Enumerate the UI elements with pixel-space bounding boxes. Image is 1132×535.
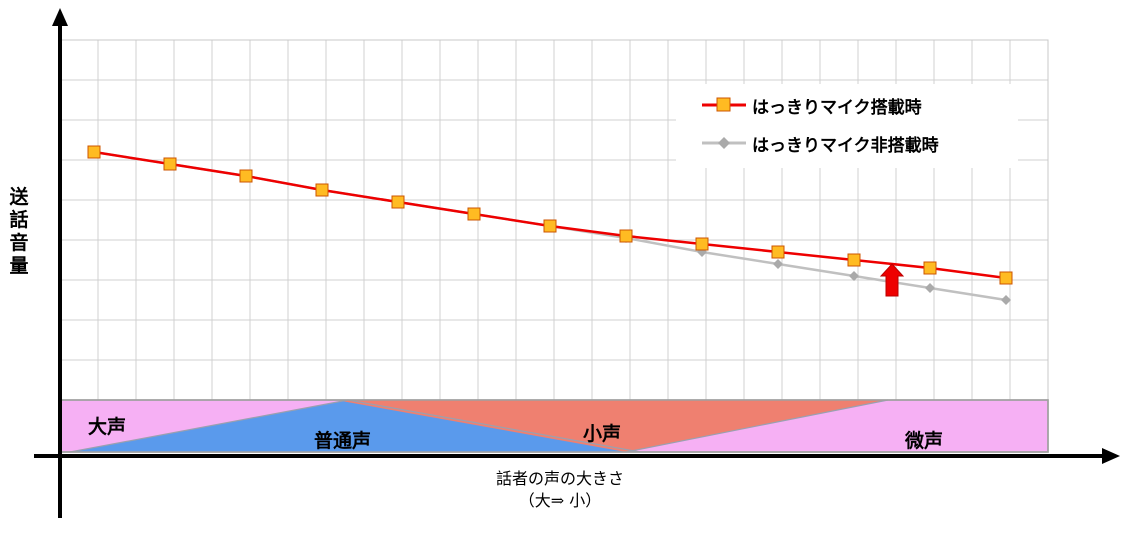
data-point-without-mic <box>925 283 935 293</box>
data-point-with-mic <box>695 237 709 251</box>
data-point-with-mic <box>771 245 785 259</box>
data-point-with-mic <box>619 229 633 243</box>
data-point-with-mic <box>847 253 861 267</box>
x-axis-label: 話者の声の大きさ （大⇒ 小） <box>440 468 680 512</box>
y-axis-label-char-4: 量 <box>9 255 29 277</box>
data-point-with-mic <box>315 183 329 197</box>
data-point-with-mic <box>163 157 177 171</box>
x-axis-arrow-icon <box>1102 448 1120 464</box>
data-point-with-mic <box>87 145 101 159</box>
data-point-with-mic <box>999 271 1013 285</box>
zone-edge <box>625 399 889 453</box>
zone-label-normal: 普通声 <box>314 430 372 452</box>
legend-item-with-mic: はっきりマイク搭載時 <box>702 92 922 118</box>
data-point-with-mic <box>467 207 481 221</box>
legend-label-with-mic: はっきりマイク搭載時 <box>752 97 922 118</box>
y-axis-label-char-2: 話 <box>9 209 29 231</box>
legend-label-without-mic: はっきりマイク非搭載時 <box>752 135 939 156</box>
legend-item-without-mic: はっきりマイク非搭載時 <box>702 130 939 156</box>
x-axis-label-sub: （大⇒ 小） <box>518 491 602 510</box>
zone-edge <box>347 399 641 453</box>
y-axis-arrow-icon <box>52 8 68 26</box>
zone-label-whisper: 微声 <box>905 430 944 452</box>
data-point-with-mic <box>239 169 253 183</box>
zone-band-normal <box>70 400 640 452</box>
legend: はっきりマイク搭載時 はっきりマイク非搭載時 <box>676 84 1018 168</box>
data-point-without-mic <box>773 259 783 269</box>
legend-swatch-with-mic <box>702 97 746 112</box>
zone-label-loud: 大声 <box>88 416 127 438</box>
data-point-without-mic <box>1001 295 1011 305</box>
improvement-arrow-icon <box>879 263 905 297</box>
y-axis-label-char-3: 音 <box>9 232 29 254</box>
data-point-with-mic <box>391 195 405 209</box>
zone-edge <box>69 399 349 453</box>
y-axis-label-char-1: 送 <box>9 186 29 208</box>
data-point-without-mic <box>849 271 859 281</box>
data-point-with-mic <box>923 261 937 275</box>
data-point-with-mic <box>543 219 557 233</box>
y-axis-label: 送 話 音 量 <box>6 186 32 278</box>
x-axis-label-main: 話者の声の大きさ <box>495 469 624 488</box>
legend-swatch-without-mic <box>702 137 746 149</box>
zone-band-quiet <box>336 400 888 452</box>
zone-label-quiet: 小声 <box>583 423 622 445</box>
